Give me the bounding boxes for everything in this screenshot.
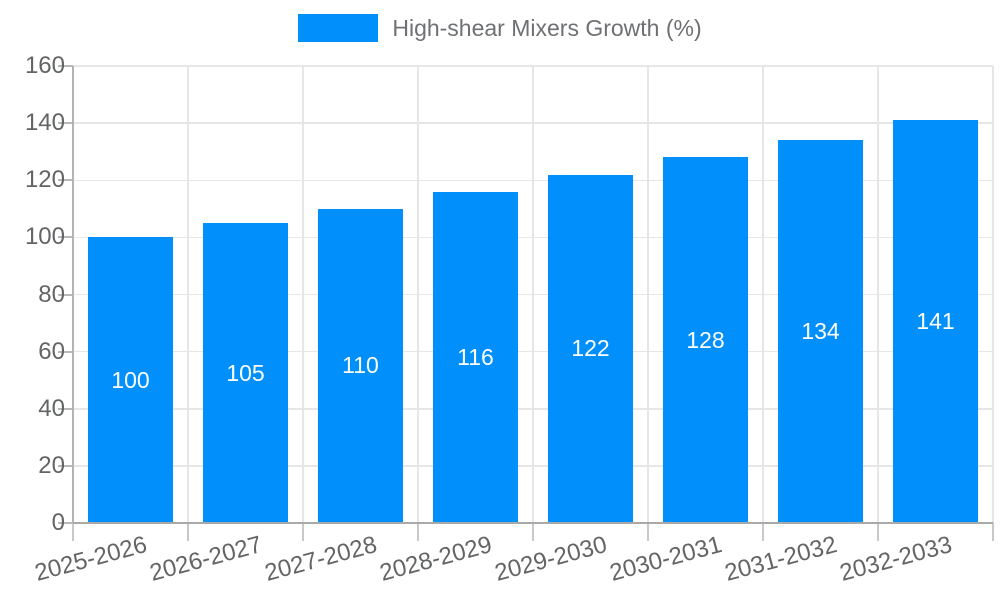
y-axis-tick (58, 522, 73, 524)
y-axis-label: 100 (24, 223, 65, 251)
legend-item[interactable]: High-shear Mixers Growth (%) (298, 14, 702, 42)
x-axis-label: 2031-2032 (721, 531, 840, 587)
y-axis-label: 60 (38, 337, 65, 365)
x-gridline (302, 66, 304, 523)
x-axis-label: 2032-2033 (836, 531, 955, 587)
x-axis-line (73, 522, 993, 524)
x-axis-label: 2027-2028 (261, 531, 380, 587)
x-axis-tick (992, 523, 994, 541)
x-gridline (992, 66, 994, 523)
bar-value-label: 141 (916, 308, 955, 335)
x-axis-tick (72, 523, 74, 541)
bar-2032-2033[interactable]: 141 (893, 120, 978, 523)
y-axis-label: 160 (24, 52, 65, 79)
y-axis-label: 20 (38, 451, 65, 479)
x-axis-label: 2025-2026 (31, 531, 150, 587)
y-axis-tick (58, 350, 73, 353)
y-axis-label: 120 (24, 166, 65, 194)
bar-value-label: 105 (226, 359, 265, 386)
x-gridline (532, 66, 534, 523)
y-axis-label: 40 (38, 394, 65, 422)
x-axis-label: 2030-2031 (606, 531, 725, 587)
bar-value-label: 134 (801, 318, 840, 345)
x-axis-tick (302, 523, 304, 541)
x-axis-tick (762, 523, 764, 541)
y-axis-label: 80 (38, 280, 65, 308)
y-axis-tick (58, 293, 73, 296)
bar-value-label: 122 (571, 335, 610, 362)
x-axis-tick (532, 523, 534, 541)
plot-area: 100 105 110 116 122 128 134 141 (58, 65, 994, 541)
y-axis-label: 140 (24, 109, 65, 137)
y-axis-tick (58, 407, 73, 410)
x-gridline (647, 66, 649, 523)
y-axis-label: 0 (51, 509, 65, 536)
bar-2028-2029[interactable]: 116 (433, 191, 518, 523)
x-axis-tick (877, 523, 879, 541)
bar-value-label: 128 (686, 326, 725, 353)
bar-2031-2032[interactable]: 134 (778, 140, 863, 523)
bar-2026-2027[interactable]: 105 (203, 223, 288, 523)
x-axis-tick (187, 523, 189, 541)
y-axis-line (72, 66, 74, 523)
bar-value-label: 116 (457, 343, 494, 370)
bar-value-label: 110 (342, 352, 379, 379)
x-gridline (762, 66, 764, 523)
y-axis-tick (58, 122, 73, 125)
bar-2025-2026[interactable]: 100 (88, 237, 173, 523)
x-gridline (187, 66, 189, 523)
y-axis-tick (58, 65, 73, 67)
bar-2029-2030[interactable]: 122 (548, 174, 633, 523)
y-axis-tick (58, 464, 73, 467)
legend-swatch-icon (298, 14, 379, 42)
y-axis-tick (58, 179, 73, 182)
x-gridline (877, 66, 879, 523)
x-axis-label: 2028-2029 (376, 531, 495, 587)
bar-value-label: 100 (111, 366, 150, 393)
y-axis-tick (58, 236, 73, 239)
x-axis-tick (647, 523, 649, 541)
bar-2027-2028[interactable]: 110 (318, 208, 403, 523)
legend-label: High-shear Mixers Growth (%) (392, 14, 702, 41)
x-axis-label: 2029-2030 (491, 531, 610, 587)
x-axis-tick (417, 523, 419, 541)
x-gridline (417, 66, 419, 523)
x-axis-label: 2026-2027 (146, 531, 265, 587)
legend: High-shear Mixers Growth (%) (0, 14, 1000, 42)
bar-2030-2031[interactable]: 128 (663, 157, 748, 523)
